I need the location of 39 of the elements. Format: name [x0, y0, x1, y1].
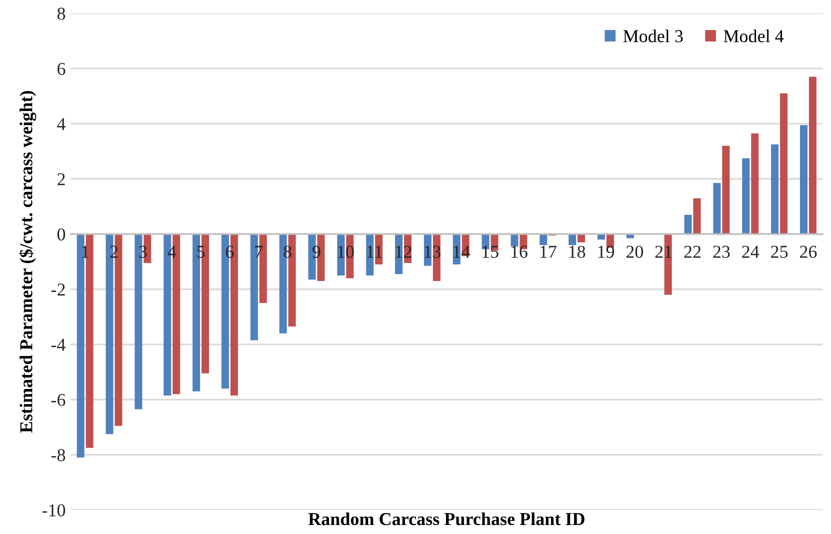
- x-tick-label: 24: [742, 246, 760, 258]
- y-tick-label: 4: [57, 118, 66, 130]
- x-tick-label: 14: [454, 246, 470, 258]
- x-tick-label: 10: [338, 246, 354, 258]
- x-tick-label: 23: [713, 246, 730, 258]
- x-tick-label: 17: [540, 246, 556, 258]
- y-tick-label: 6: [58, 62, 66, 75]
- x-tick-label: 25: [771, 246, 788, 258]
- y-axis-title: Estimated Parameter ($/cwt. carcass weight): [19, 91, 36, 433]
- y-tick-label: -8: [51, 449, 66, 462]
- x-tick-label: 9: [312, 246, 320, 258]
- x-tick-label: 15: [482, 246, 498, 258]
- y-tick-label: 2: [58, 173, 65, 186]
- x-tick-label: 1: [82, 246, 89, 258]
- x-tick-label: 11: [367, 246, 382, 258]
- x-tick-label: 13: [424, 246, 441, 258]
- y-tick-label: 0: [57, 228, 66, 241]
- x-tick-label: 4: [168, 246, 176, 258]
- x-tick-label: 2: [110, 246, 118, 258]
- y-tick-label: -2: [51, 284, 65, 296]
- x-tick-label: 6: [226, 246, 234, 258]
- x-tick-label: 7: [255, 246, 263, 258]
- legend-label: Model 4: [724, 30, 784, 42]
- x-tick-label: 12: [396, 246, 412, 258]
- x-tick-label: 5: [197, 246, 205, 258]
- x-tick-label: 8: [284, 246, 292, 258]
- legend-label: Model 3: [623, 30, 683, 42]
- x-tick-label: 22: [684, 246, 701, 258]
- x-tick-label: 19: [598, 246, 614, 258]
- y-tick-label: 8: [57, 8, 66, 20]
- x-tick-label: 26: [800, 246, 817, 258]
- x-axis-title: Random Carcass Purchase Plant ID: [308, 512, 584, 526]
- x-tick-label: 3: [139, 246, 147, 258]
- x-tick-label: 20: [626, 246, 644, 258]
- y-tick-label: -4: [51, 338, 66, 351]
- y-tick-label: -10: [42, 504, 66, 516]
- x-tick-label: 16: [512, 246, 528, 258]
- y-tick-label: -6: [51, 394, 66, 406]
- x-tick-label: 18: [569, 246, 586, 258]
